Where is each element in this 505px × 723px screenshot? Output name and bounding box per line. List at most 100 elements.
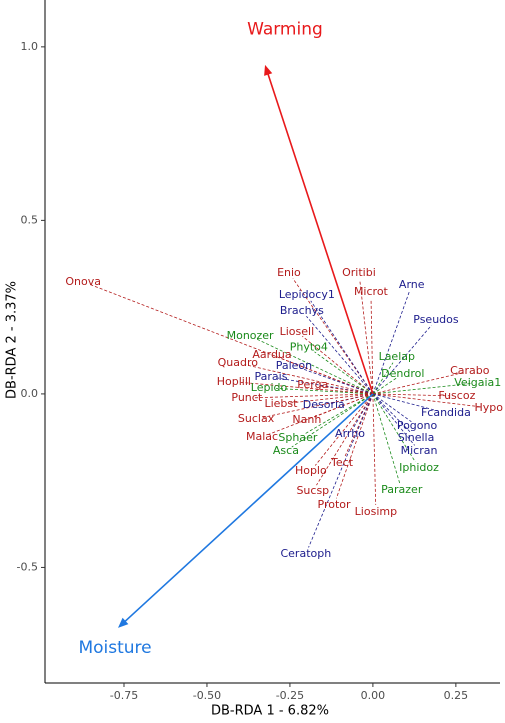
species-label: Fuscoz	[438, 389, 475, 402]
species-label: Hoplill	[217, 375, 251, 388]
y-tick-label: 1.0	[21, 40, 39, 53]
species-loading	[291, 393, 374, 448]
species-loading	[268, 393, 374, 435]
species-label: Microt	[354, 285, 389, 298]
species-loading	[262, 393, 373, 418]
vector-label: Moisture	[78, 638, 151, 658]
species-label: Pseudos	[413, 313, 459, 326]
species-label: Ceratoph	[280, 547, 331, 560]
species-loading	[372, 393, 440, 412]
species-loading	[278, 357, 374, 395]
species-label: Hypo	[474, 401, 503, 414]
species-label: Iphidoz	[399, 461, 439, 474]
species-loading	[372, 393, 377, 505]
species-loading	[372, 393, 412, 423]
arrow-head	[118, 617, 129, 628]
species-label: Hoplo	[295, 464, 327, 477]
species-loading	[370, 298, 374, 394]
species-label: Sucsp	[296, 484, 329, 497]
species-loading	[275, 388, 373, 395]
species-loading	[306, 316, 374, 395]
species-label: Brachys	[280, 304, 324, 317]
species-loading	[372, 393, 482, 408]
species-label: Liebst	[264, 397, 298, 410]
species-label: Onova	[65, 275, 101, 288]
species-label: Lepidocy1	[279, 288, 335, 301]
species-label: Laelap	[379, 350, 415, 363]
species-loading	[240, 381, 373, 395]
species-label: Dendrol	[381, 367, 424, 380]
species-label: Desoria	[303, 398, 345, 411]
species-loading	[303, 393, 374, 435]
x-tick-label: 0.00	[361, 689, 386, 702]
species-loading	[372, 372, 464, 395]
x-tick-label: -0.25	[276, 689, 304, 702]
species-label: Aardua	[252, 348, 291, 361]
species-loading	[372, 393, 412, 434]
species-loading	[310, 300, 374, 395]
y-tick-label: -0.5	[17, 560, 38, 573]
species-label: Oritibi	[342, 266, 376, 279]
species-loading	[372, 325, 432, 395]
species-label: Sphaer	[278, 431, 317, 444]
species-loading	[256, 338, 374, 395]
species-label: Carabo	[450, 364, 490, 377]
species-label: Asca	[273, 444, 299, 457]
species-loading	[372, 393, 416, 463]
species-loading	[314, 351, 374, 395]
species-loading	[300, 367, 374, 395]
species-label: Pogono	[397, 419, 438, 432]
species-loading	[308, 393, 374, 548]
species-label: Nanh	[292, 413, 321, 426]
y-tick-label: 0.5	[21, 213, 39, 226]
species-loading	[372, 393, 450, 397]
x-tick-label: -0.75	[110, 689, 138, 702]
vector-label: Warming	[247, 19, 323, 39]
species-label: Paleon	[276, 359, 312, 372]
species-loading	[314, 393, 374, 466]
species-loading	[335, 393, 374, 499]
species-label: Veigaia1	[454, 376, 501, 389]
species-label: Punct	[231, 391, 262, 404]
species-loading	[292, 278, 374, 395]
species-loading	[319, 385, 373, 395]
species-label: Enio	[277, 266, 301, 279]
x-tick-label: 0.25	[444, 689, 469, 702]
species-label: Liosell	[280, 325, 315, 338]
species-label: Lepido	[251, 381, 288, 394]
env-vector	[121, 393, 374, 625]
species-loading	[359, 279, 374, 394]
env-vector	[266, 70, 374, 395]
arrow-head	[264, 64, 273, 76]
species-loading	[302, 335, 374, 395]
species-label: Liosimp	[355, 505, 397, 518]
species-loading	[372, 393, 401, 484]
species-loading	[372, 393, 415, 446]
species-label: Phyto4	[290, 341, 328, 354]
species-label: Arrho	[335, 427, 365, 440]
species-label: Micran	[401, 444, 438, 457]
species-label: Malac	[246, 430, 278, 443]
species-loading	[372, 291, 410, 395]
y-tick-label: 0.0	[21, 387, 39, 400]
species-label: Parais	[255, 370, 288, 383]
species-loading	[287, 393, 373, 404]
species-label: Arne	[399, 278, 425, 291]
species-label: Tect	[330, 456, 354, 469]
species-label: Suclax	[238, 412, 275, 425]
species-loading	[316, 393, 374, 486]
y-axis-title: DB-RDA 2 - 3.37%	[5, 281, 20, 399]
species-label: Perga	[297, 378, 328, 391]
species-loading	[372, 383, 471, 395]
x-axis-title: DB-RDA 1 - 6.82%	[211, 704, 329, 719]
species-label: Parazer	[381, 483, 423, 496]
species-label: Fcandida	[421, 406, 471, 419]
species-label: Monozer	[227, 329, 274, 342]
species-loading	[372, 362, 394, 395]
x-tick-label: -0.50	[193, 689, 221, 702]
species-label: Quadro	[218, 356, 259, 369]
species-loading	[244, 364, 373, 395]
species-label: Sinella	[398, 431, 435, 444]
species-label: Protor	[318, 498, 351, 511]
